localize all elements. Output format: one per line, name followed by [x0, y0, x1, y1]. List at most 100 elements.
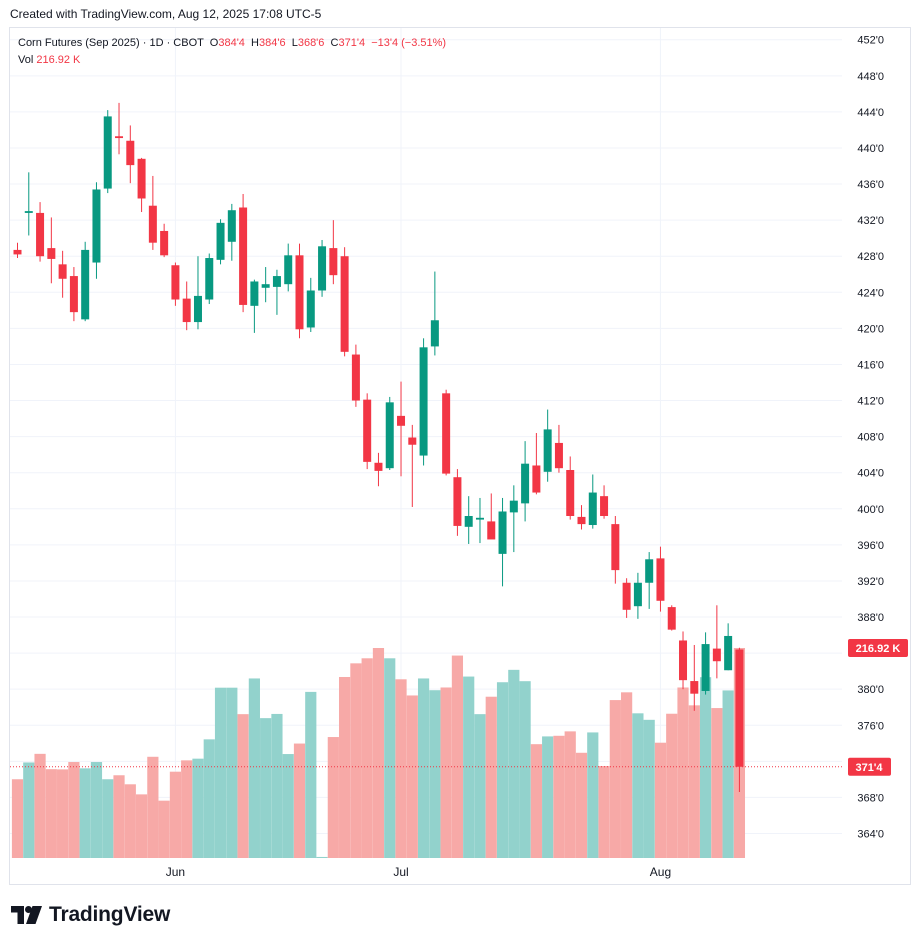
- candle[interactable]: [329, 220, 338, 285]
- candle[interactable]: [13, 242, 22, 259]
- candle[interactable]: [543, 409, 552, 482]
- candle-body: [419, 347, 428, 456]
- candle[interactable]: [261, 267, 270, 303]
- candle[interactable]: [442, 389, 451, 476]
- candle[interactable]: [205, 253, 214, 305]
- volume-bar: [530, 744, 542, 858]
- candle[interactable]: [318, 239, 327, 297]
- candle[interactable]: [464, 496, 473, 544]
- candle-body: [92, 189, 101, 263]
- candle[interactable]: [148, 175, 157, 250]
- candle[interactable]: [250, 279, 259, 333]
- candle[interactable]: [724, 623, 733, 671]
- volume-bar: [417, 678, 430, 858]
- candle-body: [374, 462, 383, 471]
- volume-bar: [90, 762, 103, 858]
- candle-body: [148, 205, 157, 243]
- candle-body: [295, 255, 304, 330]
- candle[interactable]: [351, 344, 360, 407]
- candle[interactable]: [36, 202, 45, 262]
- candle[interactable]: [667, 605, 676, 631]
- symbol-title: Corn Futures (Sep 2025) · 1D · CBOT: [18, 37, 204, 49]
- volume-bar: [598, 766, 610, 858]
- volume-bar: [181, 760, 193, 858]
- candle[interactable]: [656, 546, 665, 612]
- x-tick-label: Jul: [393, 865, 408, 879]
- candle[interactable]: [103, 110, 112, 194]
- volume-bar: [384, 658, 396, 858]
- candle[interactable]: [498, 497, 507, 587]
- candle[interactable]: [712, 605, 721, 679]
- candle[interactable]: [284, 243, 293, 292]
- candle[interactable]: [633, 572, 642, 619]
- candle[interactable]: [600, 485, 609, 519]
- candle-body: [216, 222, 225, 260]
- candle[interactable]: [453, 469, 462, 536]
- candle[interactable]: [475, 497, 484, 544]
- candle[interactable]: [397, 381, 406, 477]
- candle[interactable]: [115, 102, 124, 155]
- volume-bar: [339, 676, 351, 858]
- volume-bar: [361, 658, 373, 858]
- candle[interactable]: [554, 424, 563, 473]
- candle[interactable]: [566, 456, 575, 520]
- candle[interactable]: [272, 269, 281, 315]
- candle[interactable]: [182, 281, 191, 331]
- volume-bar: [237, 714, 249, 858]
- candle[interactable]: [622, 578, 631, 618]
- candle[interactable]: [430, 271, 439, 356]
- candle-body: [171, 265, 180, 300]
- candle[interactable]: [611, 515, 620, 584]
- candle[interactable]: [487, 493, 496, 540]
- volume-bar: [440, 687, 452, 858]
- candle[interactable]: [509, 485, 518, 553]
- volume-bar: [248, 678, 260, 858]
- candle[interactable]: [679, 631, 688, 690]
- volume-bar: [135, 794, 148, 858]
- candle[interactable]: [239, 193, 248, 313]
- candle[interactable]: [58, 250, 67, 298]
- volume-bar: [203, 739, 215, 858]
- volume-bar: [79, 768, 91, 858]
- candle[interactable]: [521, 441, 530, 522]
- candle[interactable]: [193, 256, 202, 330]
- candle[interactable]: [408, 424, 417, 507]
- candle[interactable]: [171, 262, 180, 306]
- legend-ohlc-row: Corn Futures (Sep 2025) · 1D · CBOT O384…: [18, 35, 446, 52]
- candle[interactable]: [47, 217, 56, 284]
- candle[interactable]: [363, 393, 372, 470]
- candle-body: [521, 463, 530, 504]
- low-label: L: [291, 37, 298, 49]
- candle[interactable]: [69, 267, 78, 322]
- candle[interactable]: [126, 125, 135, 184]
- volume-bar: [327, 737, 339, 858]
- candle[interactable]: [374, 452, 383, 487]
- candle-body: [69, 276, 78, 313]
- candle[interactable]: [137, 157, 146, 213]
- candle[interactable]: [92, 182, 101, 279]
- candle[interactable]: [160, 223, 169, 258]
- candle-body: [351, 354, 360, 401]
- candle[interactable]: [306, 277, 315, 332]
- candle[interactable]: [577, 505, 586, 530]
- candle[interactable]: [735, 647, 744, 793]
- candle[interactable]: [81, 241, 90, 322]
- candle[interactable]: [24, 172, 33, 236]
- candle[interactable]: [532, 433, 541, 495]
- candle[interactable]: [216, 219, 225, 265]
- y-tick-label: 408'0: [857, 432, 884, 444]
- candle[interactable]: [295, 243, 304, 339]
- candle[interactable]: [701, 632, 710, 695]
- candle[interactable]: [385, 396, 394, 470]
- volume-bar: [722, 690, 734, 858]
- candle[interactable]: [227, 203, 236, 261]
- x-axis: Jun Jul Aug: [166, 865, 671, 879]
- candle[interactable]: [588, 474, 597, 529]
- tradingview-brand[interactable]: TradingView: [11, 903, 170, 927]
- candle[interactable]: [419, 338, 428, 466]
- candle[interactable]: [690, 644, 699, 711]
- candle[interactable]: [340, 247, 349, 357]
- candle[interactable]: [645, 552, 654, 609]
- tradingview-logo-icon: [11, 906, 42, 924]
